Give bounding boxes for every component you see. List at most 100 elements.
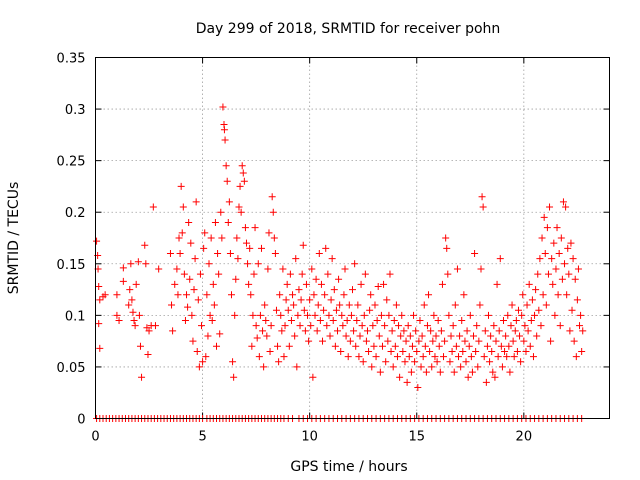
data-point: [473, 322, 481, 330]
data-point: [520, 337, 528, 345]
data-point: [327, 296, 335, 304]
data-point: [119, 277, 127, 285]
data-point: [129, 308, 137, 316]
data-point: [417, 363, 425, 371]
data-point: [397, 332, 405, 340]
data-point: [540, 213, 548, 221]
data-point: [548, 255, 556, 263]
y-tick-label: 0.15: [57, 258, 86, 273]
data-point: [193, 347, 201, 355]
data-point: [369, 322, 377, 330]
data-point: [353, 317, 361, 325]
data-point: [136, 342, 144, 350]
data-point: [448, 347, 456, 355]
data-point: [276, 291, 284, 299]
data-point: [525, 280, 533, 288]
data-point: [407, 368, 415, 376]
data-point: [558, 275, 566, 283]
data-point: [253, 334, 261, 342]
data-point: [527, 317, 535, 325]
data-point: [441, 337, 449, 345]
data-point: [340, 291, 348, 299]
data-point: [169, 327, 177, 335]
data-point: [444, 270, 452, 278]
data-point: [474, 363, 482, 371]
data-point: [470, 332, 478, 340]
data-point: [403, 378, 411, 386]
data-point: [567, 239, 575, 247]
data-point: [365, 347, 373, 355]
data-point: [384, 337, 392, 345]
data-point: [272, 306, 280, 314]
data-point: [250, 270, 258, 278]
data-point: [195, 363, 203, 371]
data-point: [435, 342, 443, 350]
data-point: [181, 317, 189, 325]
data-point: [521, 322, 529, 330]
data-point: [206, 311, 214, 319]
data-point: [423, 322, 431, 330]
data-point: [186, 275, 194, 283]
data-point: [132, 280, 140, 288]
data-point: [574, 265, 582, 273]
data-point: [141, 241, 149, 249]
data-point: [227, 291, 235, 299]
data-point: [289, 291, 297, 299]
data-point: [375, 332, 383, 340]
data-point: [468, 368, 476, 376]
data-point: [498, 363, 506, 371]
data-point: [283, 280, 291, 288]
data-point: [201, 229, 209, 237]
data-point: [443, 244, 451, 252]
data-point: [457, 363, 465, 371]
plot-frame: [95, 57, 610, 419]
data-point: [550, 239, 558, 247]
data-point: [279, 265, 287, 273]
data-point: [431, 353, 439, 361]
data-point: [563, 291, 571, 299]
data-point: [240, 177, 248, 185]
data-point: [304, 311, 312, 319]
data-point: [408, 342, 416, 350]
data-point: [311, 311, 319, 319]
data-point: [344, 353, 352, 361]
data-point: [479, 203, 487, 211]
data-point: [566, 327, 574, 335]
data-point: [307, 322, 315, 330]
data-point: [249, 311, 257, 319]
x-tick-label: 5: [198, 430, 206, 445]
data-point: [421, 342, 429, 350]
data-point: [414, 384, 422, 392]
data-point: [455, 353, 463, 361]
data-point: [400, 327, 408, 335]
data-point: [168, 301, 176, 309]
data-point: [134, 258, 142, 266]
data-point: [524, 327, 532, 335]
data-point: [432, 332, 440, 340]
data-point: [224, 219, 232, 227]
data-point: [349, 286, 356, 294]
data-point: [522, 347, 530, 355]
data-point: [576, 322, 584, 330]
data-point: [335, 275, 343, 283]
data-point: [244, 260, 252, 268]
data-point: [270, 234, 278, 242]
data-point: [239, 169, 247, 177]
data-point: [518, 311, 526, 319]
data-point: [213, 342, 221, 350]
data-point: [184, 303, 192, 311]
data-point: [546, 203, 554, 211]
axis-ticks: [95, 57, 610, 419]
data-point: [189, 337, 197, 345]
data-point: [564, 244, 572, 252]
data-point: [271, 249, 279, 257]
data-point: [198, 322, 206, 330]
data-point: [356, 332, 364, 340]
data-point: [519, 291, 527, 299]
data-point: [238, 162, 246, 170]
data-point: [471, 249, 479, 257]
data-point: [428, 363, 436, 371]
data-point: [217, 208, 225, 216]
data-point: [257, 244, 265, 252]
